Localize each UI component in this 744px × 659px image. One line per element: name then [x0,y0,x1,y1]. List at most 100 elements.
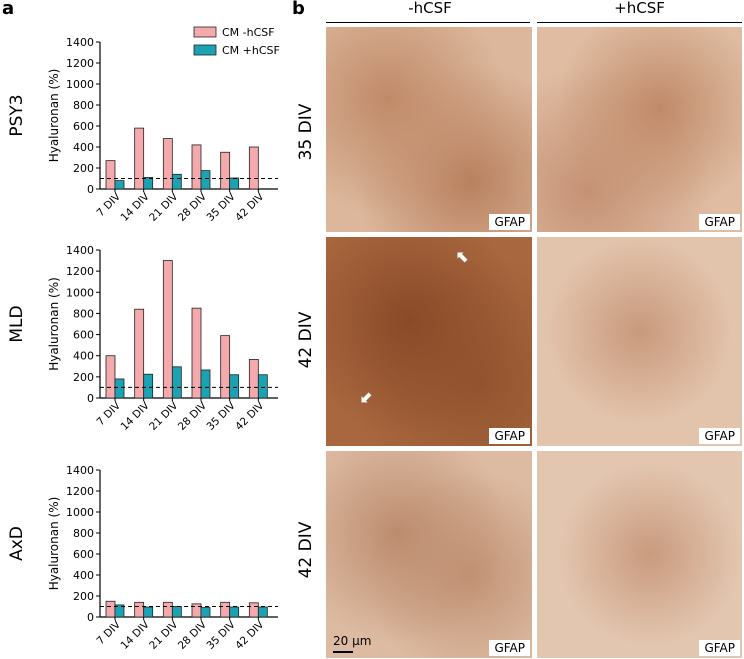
bar-minus-hcsf [134,127,145,190]
bar-minus-hcsf [105,355,116,399]
x-tick-label: 28 DIV [176,399,210,433]
bar-minus-hcsf [220,151,231,190]
legend-label: CM +hCSF [222,44,280,57]
y-tick-label: 600 [73,548,94,561]
y-tick-label: 1200 [66,265,94,278]
y-tick-label: 200 [73,162,94,175]
legend-swatch-plus-hcsf [193,44,217,56]
legend-label: CM -hCSF [222,26,275,39]
bar-plus-hcsf [200,170,211,190]
x-tick-label: 21 DIV [147,399,181,433]
y-tick-label: 600 [73,329,94,342]
bar-minus-hcsf [105,600,116,618]
bar-minus-hcsf [134,601,145,618]
x-tick-label: 35 DIV [204,618,238,652]
micrograph-stain-label: GFAP [489,214,530,230]
legend-swatch-minus-hcsf [193,26,217,38]
bar-minus-hcsf [162,138,173,190]
scale-bar [333,651,353,653]
y-tick-label: 1400 [66,464,94,477]
x-tick-label: 35 DIV [204,399,238,433]
bar-plus-hcsf [143,373,154,399]
bar-minus-hcsf [105,160,116,190]
bar-minus-hcsf [134,308,145,399]
micrograph-stain-label: GFAP [699,640,740,656]
bar-minus-hcsf [191,307,202,399]
micrograph-35div-plus: GFAP [537,27,742,232]
y-tick-label: 400 [73,350,94,363]
row-label-axd: AxD [7,526,27,561]
y-tick-label: 0 [87,611,94,624]
bar-minus-hcsf [248,602,259,618]
bar-minus-hcsf [220,335,231,399]
bar-plus-hcsf [229,374,240,399]
column-header-minus-hcsf: -hCSF [408,0,452,17]
y-tick-label: 1400 [66,36,94,49]
arrow-icon: ⬉ [456,247,470,266]
y-tick-label: 800 [73,307,94,320]
x-tick-label: 42 DIV [233,618,267,652]
panel-a-letter: a [2,0,15,19]
y-tick-label: 0 [87,392,94,405]
y-tick-label: 800 [73,527,94,540]
bar-minus-hcsf [248,359,259,399]
x-tick-label: 28 DIV [176,190,210,224]
y-tick-label: 1400 [66,244,94,257]
bar-minus-hcsf [248,146,259,190]
bar-plus-hcsf [229,606,240,618]
x-tick-label: 35 DIV [204,190,238,224]
x-tick-label: 21 DIV [147,618,181,652]
bar-plus-hcsf [171,366,182,399]
bar-minus-hcsf [162,260,173,399]
micrograph-stain-label: GFAP [699,428,740,444]
bar-plus-hcsf [114,604,125,618]
micrograph-42div-minus-b: GFAP [326,451,532,658]
micrograph-42div-minus-a: ⬉ ⬋ GFAP [326,237,532,446]
y-axis-label: Hyaluronan (%) [47,277,61,371]
y-axis-label: Hyaluronan (%) [47,69,61,163]
x-tick-label: 21 DIV [147,190,181,224]
bar-minus-hcsf [191,144,202,190]
micrograph-stain-label: GFAP [489,640,530,656]
y-tick-label: 200 [73,371,94,384]
bar-plus-hcsf [171,173,182,190]
micrograph-42div-plus-b: GFAP [537,451,742,658]
x-tick-label: 14 DIV [118,190,152,224]
arrow-icon: ⬋ [360,387,374,406]
bar-plus-hcsf [229,177,240,190]
y-tick-label: 1000 [66,286,94,299]
y-tick-label: 800 [73,99,94,112]
y-tick-label: 0 [87,183,94,196]
bar-plus-hcsf [200,607,211,618]
bar-plus-hcsf [143,177,154,190]
micrograph-row-label-1: 35 DIV [296,103,316,161]
column-divider-minus-hcsf [326,22,530,23]
micrograph-35div-minus: GFAP [326,27,532,232]
bar-minus-hcsf [162,601,173,618]
column-divider-plus-hcsf [537,22,742,23]
micrograph-row-label-3: 42 DIV [296,521,316,579]
y-tick-label: 600 [73,120,94,133]
scale-bar-label: 20 µm [333,634,372,648]
y-tick-label: 1000 [66,78,94,91]
micrograph-stain-label: GFAP [489,428,530,444]
y-tick-label: 1200 [66,485,94,498]
x-tick-label: 42 DIV [233,399,267,433]
x-tick-label: 14 DIV [118,399,152,433]
y-axis-label: Hyaluronan (%) [47,497,61,591]
bar-minus-hcsf [191,603,202,618]
y-tick-label: 200 [73,590,94,603]
y-tick-label: 400 [73,141,94,154]
panel-b-letter: b [292,0,305,19]
column-header-plus-hcsf: +hCSF [614,0,665,17]
bar-plus-hcsf [171,606,182,618]
x-tick-label: 14 DIV [118,618,152,652]
bar-plus-hcsf [114,180,125,190]
bar-plus-hcsf [257,606,268,618]
micrograph-42div-plus-a: GFAP [537,237,742,446]
x-tick-label: 28 DIV [176,618,210,652]
bar-plus-hcsf [114,378,125,399]
bar-plus-hcsf [200,369,211,399]
bar-plus-hcsf [143,606,154,618]
micrograph-stain-label: GFAP [699,214,740,230]
